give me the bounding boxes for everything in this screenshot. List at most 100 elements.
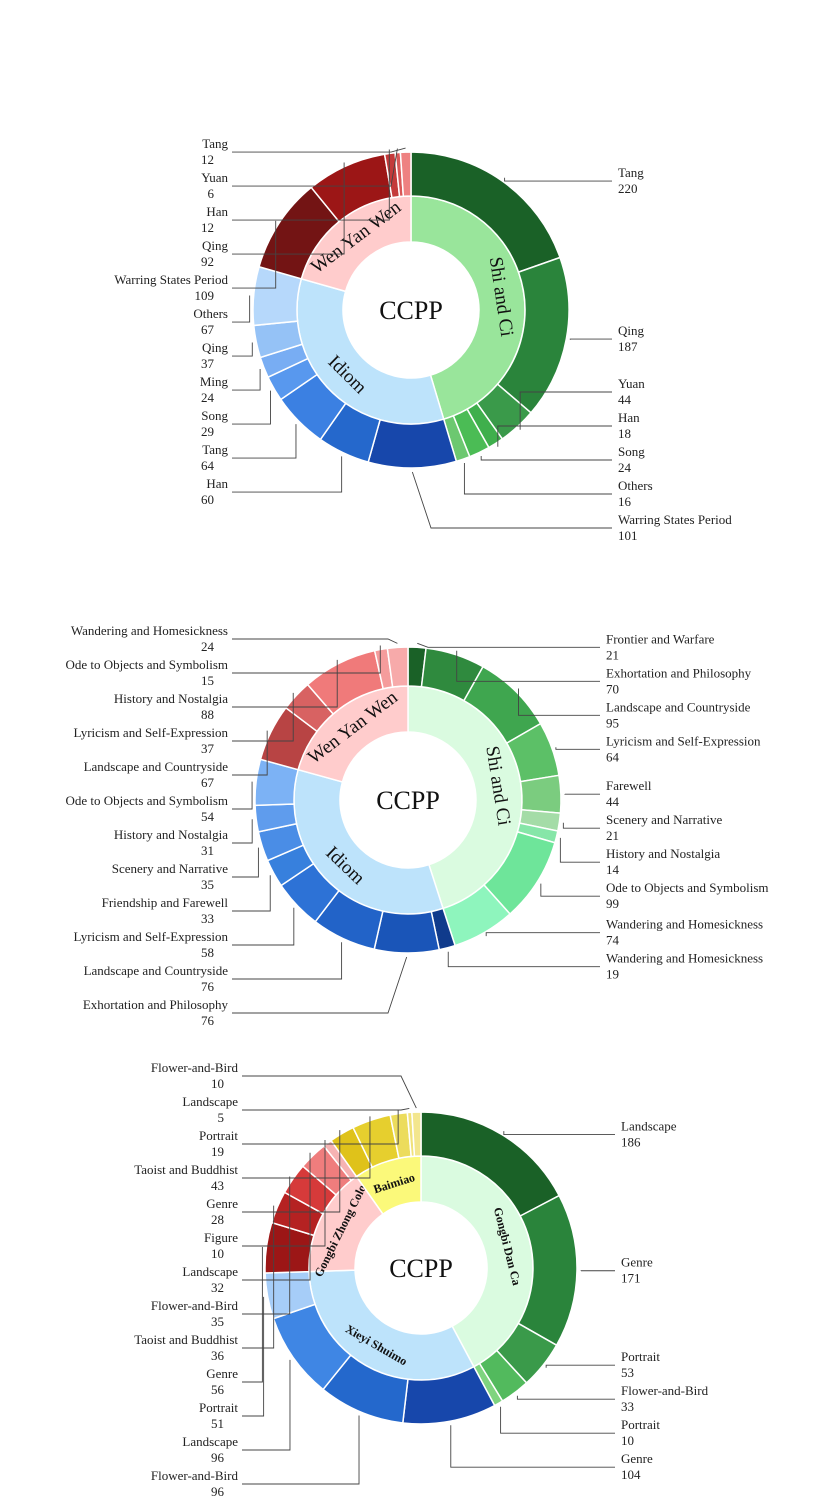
outer-value-wen-yan-wen-tang: 12 xyxy=(201,152,214,167)
leader-line xyxy=(242,1152,311,1281)
leader-line xyxy=(555,747,600,750)
leader-line xyxy=(242,1205,275,1349)
leader-line xyxy=(232,659,338,708)
outer-value-idiom-lyricism-and-self-expression: 58 xyxy=(201,945,214,960)
outer-label-idiom-exhortation-and-philosophy: Exhortation and Philosophy xyxy=(83,997,229,1012)
outer-value-idiom-history-and-nostalgia: 31 xyxy=(201,843,214,858)
outer-label-shi-and-ci-yuan: Yuan xyxy=(618,376,645,391)
outer-label-wen-yan-wen-qing: Qing xyxy=(202,238,229,253)
outer-value-idiom-warring-states-period: 101 xyxy=(618,528,638,543)
outer-value-shi-and-ci-history-and-nostalgia: 14 xyxy=(606,862,620,877)
leader-line xyxy=(232,875,271,912)
outer-value-gongbi-dan-ca-genre: 171 xyxy=(621,1271,641,1286)
outer-label-idiom-warring-states-period: Warring States Period xyxy=(618,512,732,527)
outer-label-baimiao-taoist-and-buddhist: Taoist and Buddhist xyxy=(134,1162,238,1177)
outer-value-wen-yan-wen-han: 12 xyxy=(201,220,214,235)
leader-line xyxy=(232,147,406,153)
outer-value-wen-yan-wen-warring-states-period: 109 xyxy=(195,288,215,303)
outer-value-gongbi-zhong-color-figure: 10 xyxy=(211,1246,224,1261)
outer-value-idiom-tang: 64 xyxy=(201,458,215,473)
outer-value-idiom-qing: 37 xyxy=(201,356,215,371)
outer-label-shi-and-ci-exhortation-and-philosophy: Exhortation and Philosophy xyxy=(606,665,752,680)
outer-label-baimiao-portrait: Portrait xyxy=(199,1128,238,1143)
leader-line xyxy=(232,342,253,357)
leader-line xyxy=(232,368,261,391)
outer-label-shi-and-ci-history-and-nostalgia: History and Nostalgia xyxy=(606,846,720,861)
outer-segment-idiom-warring-states-period xyxy=(367,418,458,469)
outer-label-shi-and-ci-tang: Tang xyxy=(618,165,644,180)
leader-line xyxy=(232,730,268,776)
outer-label-shi-and-ci-others: Others xyxy=(618,478,653,493)
outer-value-baimiao-flower-and-bird: 10 xyxy=(211,1076,224,1091)
outer-label-shi-and-ci-wandering-and-homesickness: Wandering and Homesickness xyxy=(606,917,763,932)
outer-value-shi-and-ci-frontier-and-warfare: 21 xyxy=(606,647,619,662)
leader-line xyxy=(232,819,253,844)
leader-line xyxy=(559,837,600,863)
outer-value-baimiao-portrait: 19 xyxy=(211,1144,224,1159)
leader-line xyxy=(232,847,259,878)
outer-value-idiom-ming: 24 xyxy=(201,390,215,405)
leader-line xyxy=(242,1130,341,1213)
outer-label-shi-and-ci-scenery-and-narrative: Scenery and Narrative xyxy=(606,812,722,827)
outer-label-xieyi-shuimo-genre: Genre xyxy=(621,1451,653,1466)
outer-label-shi-and-ci-lyricism-and-self-expression: Lyricism and Self-Expression xyxy=(606,733,761,748)
outer-value-wen-yan-wen-wandering-and-homesickness: 24 xyxy=(201,639,215,654)
outer-value-baimiao-landscape: 5 xyxy=(218,1110,225,1125)
leader-line xyxy=(504,177,612,182)
outer-label-idiom-others: Others xyxy=(193,306,228,321)
outer-label-gongbi-dan-ca-genre: Genre xyxy=(621,1255,653,1270)
outer-label-idiom-scenery-and-narrative: Scenery and Narrative xyxy=(112,861,228,876)
outer-value-shi-and-ci-wandering-and-homesickness: 74 xyxy=(606,933,620,948)
leader-line xyxy=(540,883,600,897)
outer-value-shi-and-ci-yuan: 44 xyxy=(618,392,632,407)
leader-line xyxy=(232,692,294,742)
leader-line xyxy=(545,1364,615,1368)
outer-value-idiom-song: 29 xyxy=(201,424,214,439)
outer-value-shi-and-ci-lyricism-and-self-expression: 64 xyxy=(606,749,620,764)
leader-line xyxy=(500,1406,615,1434)
outer-label-baimiao-flower-and-bird: Flower-and-Bird xyxy=(151,1060,239,1075)
outer-value-idiom-ode-to-objects-and-symbolism: 54 xyxy=(201,809,215,824)
outer-label-wen-yan-wen-landscape-and-countryside: Landscape and Countryside xyxy=(84,759,229,774)
outer-value-shi-and-ci-song: 24 xyxy=(618,460,632,475)
outer-label-xieyi-shuimo-landscape: Landscape xyxy=(182,1434,238,1449)
outer-value-xieyi-shuimo-landscape: 96 xyxy=(211,1450,225,1465)
outer-label-wen-yan-wen-wandering-and-homesickness: Wandering and Homesickness xyxy=(71,623,228,638)
outer-value-wen-yan-wen-yuan: 6 xyxy=(208,186,215,201)
leader-line xyxy=(463,462,612,495)
leader-line xyxy=(232,220,277,289)
outer-label-wen-yan-wen-yuan: Yuan xyxy=(201,170,228,185)
outer-label-wen-yan-wen-ode-to-objects-and-symbolism: Ode to Objects and Symbolism xyxy=(66,657,229,672)
outer-segment-wen-yan-wen-tang xyxy=(399,151,412,198)
leader-line xyxy=(417,642,600,648)
leader-line xyxy=(232,456,343,493)
outer-label-idiom-lyricism-and-self-expression: Lyricism and Self-Expression xyxy=(73,929,228,944)
outer-label-gongbi-zhong-color-figure: Figure xyxy=(204,1230,238,1245)
leader-line xyxy=(242,1246,263,1383)
outer-label-idiom-ming: Ming xyxy=(200,374,229,389)
outer-label-wen-yan-wen-lyricism-and-self-expression: Lyricism and Self-Expression xyxy=(73,725,228,740)
outer-value-gongbi-dan-ca-portrait: 10 xyxy=(621,1433,634,1448)
outer-label-gongbi-zhong-color-flower-and-bird: Flower-and-Bird xyxy=(151,1298,239,1313)
center-disc xyxy=(355,1202,487,1334)
outer-label-gongbi-zhong-color-genre: Genre xyxy=(206,1366,238,1381)
leader-line xyxy=(242,1296,265,1417)
outer-segment-wen-yan-wen-wandering-and-homesickness xyxy=(386,646,409,688)
outer-label-idiom-ode-to-objects-and-symbolism: Ode to Objects and Symbolism xyxy=(66,793,229,808)
outer-value-xieyi-shuimo-portrait: 51 xyxy=(211,1416,224,1431)
outer-value-idiom-others: 67 xyxy=(201,322,215,337)
outer-value-shi-and-ci-exhortation-and-philosophy: 70 xyxy=(606,681,619,696)
outer-value-idiom-han: 60 xyxy=(201,492,214,507)
outer-value-shi-and-ci-scenery-and-narrative: 21 xyxy=(606,828,619,843)
leader-line xyxy=(242,1176,291,1315)
leader-line xyxy=(232,638,398,644)
outer-label-idiom-wandering-and-homesickness: Wandering and Homesickness xyxy=(606,951,763,966)
outer-value-wen-yan-wen-landscape-and-countryside: 67 xyxy=(201,775,215,790)
center-disc xyxy=(340,732,476,868)
outer-value-shi-and-ci-landscape-and-countryside: 95 xyxy=(606,715,619,730)
outer-value-xieyi-shuimo-genre: 104 xyxy=(621,1467,641,1482)
